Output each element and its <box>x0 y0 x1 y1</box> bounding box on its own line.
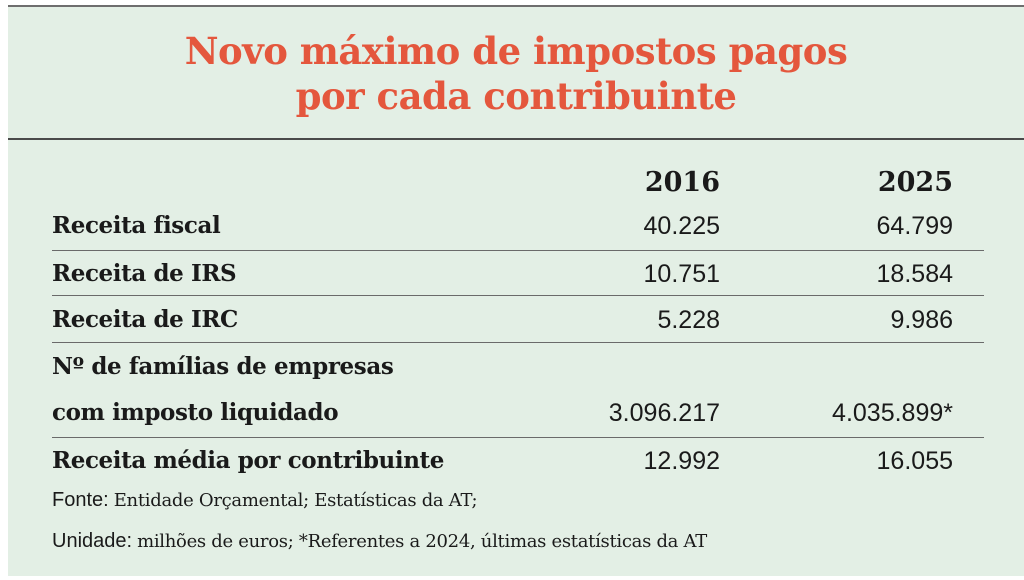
value-2016: 12.992 <box>643 447 720 475</box>
title-divider <box>8 138 1024 140</box>
title-line-2: por cada contribuinte <box>295 74 737 118</box>
row-divider <box>52 437 984 438</box>
row-label-line-2: com imposto liquidado <box>52 399 339 426</box>
source-key: Fonte: <box>52 489 109 511</box>
value-2016: 40.225 <box>643 212 720 240</box>
value-2016: 5.228 <box>657 306 720 334</box>
unit-note: Unidade: milhões de euros; *Referentes a… <box>52 530 707 553</box>
title-line-1: Novo máximo de impostos pagos <box>184 29 848 73</box>
value-2025: 9.986 <box>890 306 953 334</box>
row-label: Receita de IRS <box>52 260 237 287</box>
value-2025: 64.799 <box>876 212 953 240</box>
column-header-2025: 2025 <box>877 167 953 198</box>
source-text: Entidade Orçamental; Estatísticas da AT; <box>113 490 478 511</box>
unit-text: milhões de euros; *Referentes a 2024, úl… <box>137 531 707 552</box>
column-header-2016: 2016 <box>644 167 720 198</box>
row-label: Receita média por contribuinte <box>52 447 444 474</box>
row-label: Receita de IRC <box>52 306 238 333</box>
row-divider <box>52 342 984 343</box>
value-2025: 4.035.899* <box>832 399 953 427</box>
row-label-line-1: Nº de famílias de empresas <box>52 353 394 380</box>
row-label: Receita fiscal <box>52 212 221 239</box>
unit-key: Unidade: <box>52 530 133 552</box>
infographic-card: Novo máximo de impostos pagos por cada c… <box>8 5 1024 576</box>
value-2025: 16.055 <box>876 447 953 475</box>
value-2025: 18.584 <box>876 260 953 288</box>
source-note: Fonte: Entidade Orçamental; Estatísticas… <box>52 489 478 512</box>
value-2016: 3.096.217 <box>608 399 720 427</box>
value-2016: 10.751 <box>643 260 720 288</box>
infographic-title: Novo máximo de impostos pagos por cada c… <box>8 29 1024 119</box>
row-divider <box>52 295 984 296</box>
row-divider <box>52 250 984 251</box>
